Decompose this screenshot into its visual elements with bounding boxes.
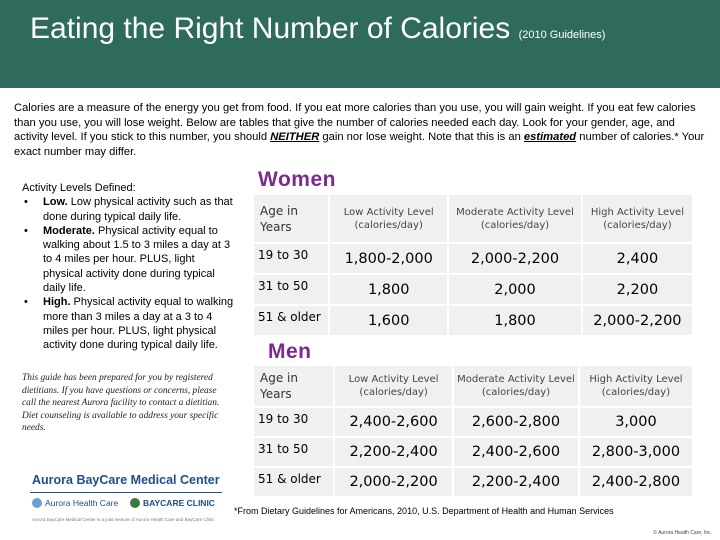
copyright: © Aurora Health Care, Inc. bbox=[653, 530, 712, 536]
emphasis-estimated: estimated bbox=[523, 131, 577, 143]
age-cell: 31 to 50 bbox=[254, 275, 329, 304]
low-activity-header: Low Activity Level (calories/day) bbox=[330, 195, 448, 242]
activity-levels-list: Low. Low physical activity such as that … bbox=[22, 195, 236, 352]
page-title: Eating the Right Number of Calories (201… bbox=[30, 12, 606, 45]
header-banner: Eating the Right Number of Calories (201… bbox=[0, 0, 720, 92]
activity-level-low: Low. Low physical activity such as that … bbox=[22, 195, 236, 224]
aurora-mark-icon bbox=[32, 498, 42, 508]
age-cell: 19 to 30 bbox=[254, 408, 334, 436]
high-cell: 2,800-3,000 bbox=[579, 438, 692, 466]
age-header: Age in Years bbox=[254, 195, 329, 242]
table-header-row: Age in Years Low Activity Level (calorie… bbox=[254, 195, 692, 242]
men-table: Age in Years Low Activity Level (calorie… bbox=[252, 364, 694, 498]
moderate-cell: 2,000 bbox=[449, 275, 581, 304]
moderate-activity-header: Moderate Activity Level (calories/day) bbox=[449, 195, 581, 242]
low-cell: 1,600 bbox=[330, 306, 448, 335]
header-divider bbox=[0, 88, 720, 92]
moderate-cell: 2,400-2,600 bbox=[454, 438, 578, 466]
age-cell: 19 to 30 bbox=[254, 244, 329, 273]
high-activity-header: High Activity Level (calories/day) bbox=[579, 366, 692, 406]
moderate-cell: 2,600-2,800 bbox=[454, 408, 578, 436]
high-cell: 2,000-2,200 bbox=[582, 306, 692, 335]
low-cell: 1,800 bbox=[330, 275, 448, 304]
high-cell: 3,000 bbox=[579, 408, 692, 436]
logo-partner-baycare: BAYCARE CLINIC bbox=[143, 498, 215, 508]
activity-level-high: High. Physical activity equal to walking… bbox=[22, 295, 236, 352]
low-cell: 2,200-2,400 bbox=[335, 438, 453, 466]
moderate-cell: 2,000-2,200 bbox=[449, 244, 581, 273]
page-subtitle: (2010 Guidelines) bbox=[518, 29, 606, 41]
women-title: Women bbox=[258, 168, 336, 191]
age-header: Age in Years bbox=[254, 366, 334, 406]
dietitian-note: This guide has been prepared for you by … bbox=[22, 373, 220, 434]
low-cell: 1,800-2,000 bbox=[330, 244, 448, 273]
high-cell: 2,200 bbox=[582, 275, 692, 304]
women-table: Age in Years Low Activity Level (calorie… bbox=[252, 193, 694, 337]
men-title: Men bbox=[268, 340, 312, 363]
table-row: 19 to 30 1,800-2,000 2,000-2,200 2,400 bbox=[254, 244, 692, 273]
table-header-row: Age in Years Low Activity Level (calorie… bbox=[254, 366, 692, 406]
logo-partner-aurora: Aurora Health Care bbox=[45, 498, 119, 508]
table-row: 51 & older 1,600 1,800 2,000-2,200 bbox=[254, 306, 692, 335]
aurora-baycare-logo: Aurora BayCare Medical Center Aurora Hea… bbox=[28, 470, 228, 528]
source-footnote: *From Dietary Guidelines for Americans, … bbox=[234, 506, 614, 516]
activity-level-moderate: Moderate. Physical activity equal to wal… bbox=[22, 224, 236, 295]
logo-tagline: Aurora BayCare Medical Center is a joint… bbox=[32, 517, 215, 522]
moderate-cell: 2,200-2,400 bbox=[454, 468, 578, 496]
emphasis-neither: NEITHER bbox=[270, 131, 320, 143]
table-row: 31 to 50 1,800 2,000 2,200 bbox=[254, 275, 692, 304]
logo-name: Aurora BayCare Medical Center bbox=[32, 473, 220, 487]
table-row: 19 to 30 2,400-2,600 2,600-2,800 3,000 bbox=[254, 408, 692, 436]
high-activity-header: High Activity Level (calories/day) bbox=[582, 195, 692, 242]
moderate-activity-header: Moderate Activity Level (calories/day) bbox=[454, 366, 578, 406]
activity-levels-heading: Activity Levels Defined: bbox=[22, 182, 136, 194]
low-cell: 2,000-2,200 bbox=[335, 468, 453, 496]
age-cell: 51 & older bbox=[254, 468, 334, 496]
low-activity-header: Low Activity Level (calories/day) bbox=[335, 366, 453, 406]
high-cell: 2,400-2,800 bbox=[579, 468, 692, 496]
low-cell: 2,400-2,600 bbox=[335, 408, 453, 436]
age-cell: 51 & older bbox=[254, 306, 329, 335]
table-row: 31 to 50 2,200-2,400 2,400-2,600 2,800-3… bbox=[254, 438, 692, 466]
intro-paragraph: Calories are a measure of the energy you… bbox=[14, 102, 705, 158]
table-row: 51 & older 2,000-2,200 2,200-2,400 2,400… bbox=[254, 468, 692, 496]
age-cell: 31 to 50 bbox=[254, 438, 334, 466]
high-cell: 2,400 bbox=[582, 244, 692, 273]
activity-levels: Activity Levels Defined: Low. Low physic… bbox=[22, 181, 236, 353]
logo-divider bbox=[30, 492, 222, 510]
baycare-mark-icon bbox=[130, 498, 140, 508]
moderate-cell: 1,800 bbox=[449, 306, 581, 335]
